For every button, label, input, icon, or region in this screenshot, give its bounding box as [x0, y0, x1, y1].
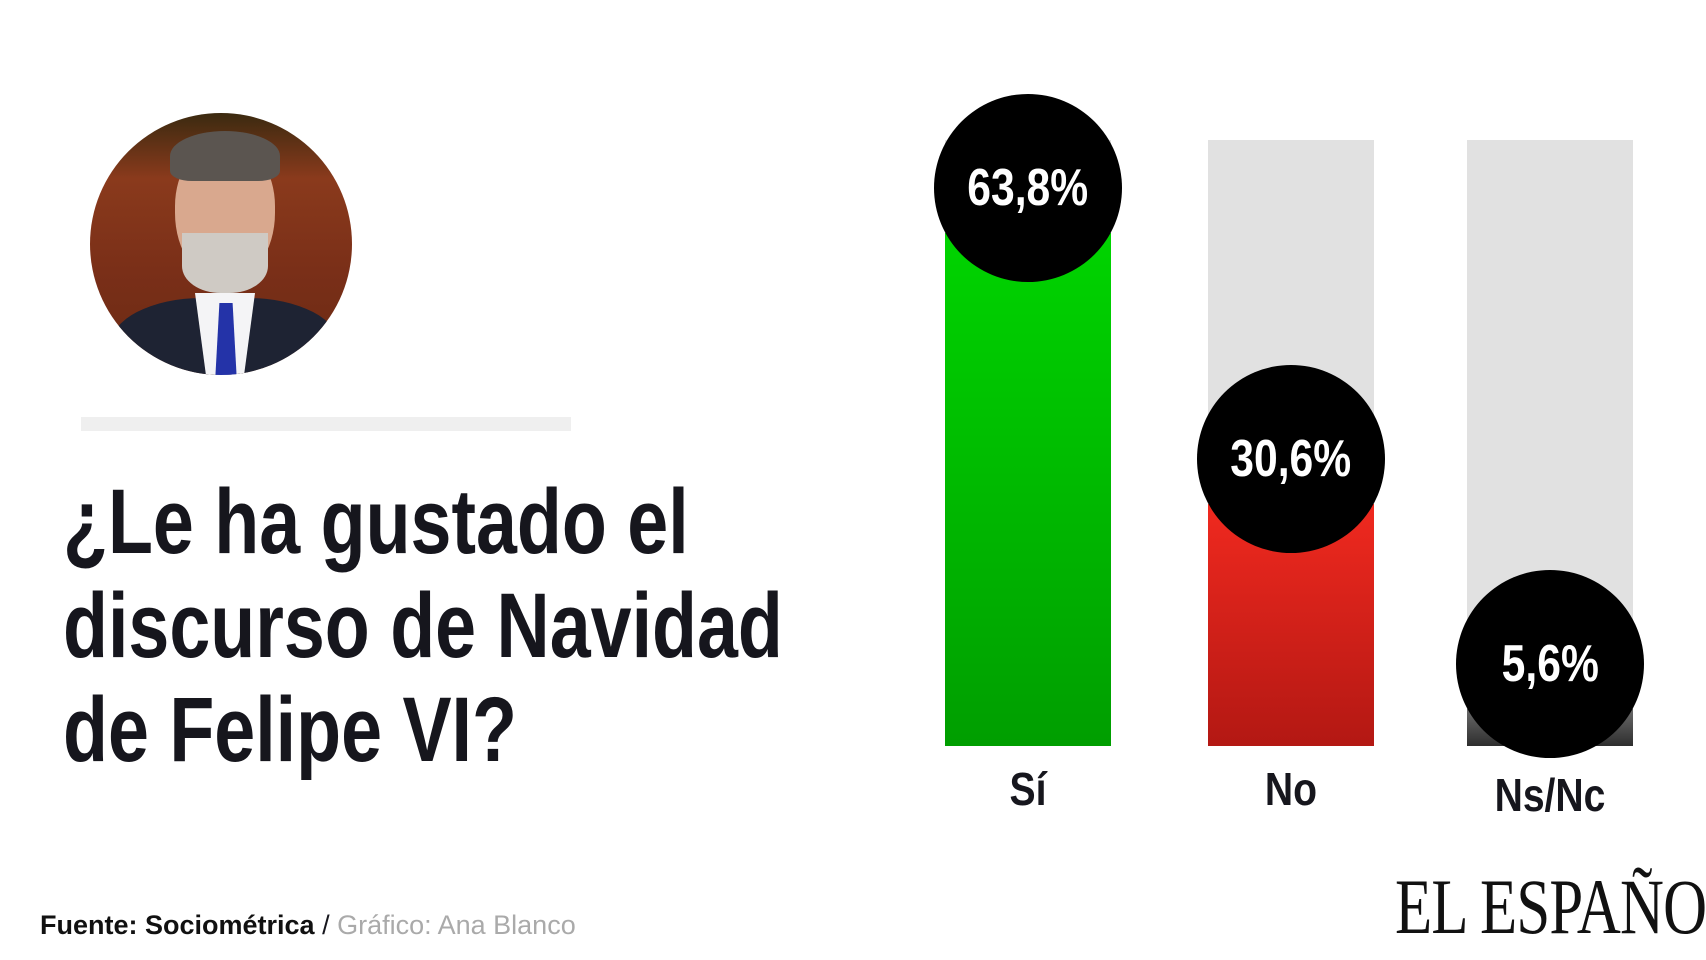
title-line: de Felipe VI?: [63, 679, 517, 781]
felipe-vi-photo: [90, 113, 352, 375]
divider: [81, 417, 571, 431]
separator: /: [314, 910, 338, 940]
value-bubble: 5,6%: [1456, 569, 1644, 758]
value-bubble: 30,6%: [1197, 365, 1385, 554]
category-label: Sí: [1009, 763, 1047, 815]
data-label: 63,8%: [967, 158, 1089, 217]
source: Fuente: Sociométrica: [40, 910, 315, 940]
el-espanol-logo: EL ESPAÑOL: [1395, 863, 1706, 950]
footer: Fuente: Sociométrica / Gráfico: Ana Blan…: [40, 910, 576, 941]
bar-0: [945, 232, 1111, 746]
data-label: 5,6%: [1501, 634, 1599, 693]
value-bubble: 63,8%: [934, 93, 1122, 282]
data-label: 30,6%: [1230, 430, 1352, 489]
category-label: Ns/Nc: [1494, 769, 1606, 821]
title-line: ¿Le ha gustado el: [63, 471, 689, 573]
category-label: No: [1264, 763, 1318, 815]
credit: Gráfico: Ana Blanco: [337, 910, 576, 940]
chart-title: ¿Le ha gustado el discurso de Navidad de…: [63, 470, 783, 782]
title-line: discurso de Navidad: [63, 575, 783, 677]
